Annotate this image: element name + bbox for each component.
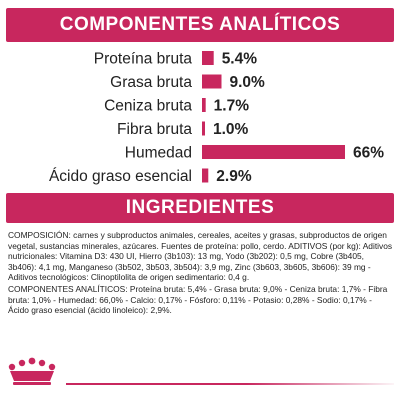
category-label: Humedad bbox=[125, 145, 192, 162]
bar bbox=[202, 74, 222, 89]
ingredients-header-banner: INGREDIENTES bbox=[6, 193, 394, 223]
analysis-bar-chart: Proteína bruta 5.4% Grasa bruta 9.0% Ceniza … bbox=[49, 51, 384, 186]
category-label: Fibra bruta bbox=[117, 121, 192, 138]
bar bbox=[202, 121, 205, 136]
royal-canin-crown-icon bbox=[6, 357, 58, 387]
value-label: 66% bbox=[353, 145, 384, 162]
category-label: Ácido graso esencial bbox=[49, 168, 192, 185]
composition-text: COMPOSICIÓN: carnes y subproductos anima… bbox=[8, 230, 393, 283]
bar bbox=[202, 51, 214, 65]
analytical-components-text: COMPONENTES ANALÍTICOS: Proteína bruta: … bbox=[8, 284, 388, 316]
value-label: 9.0% bbox=[230, 74, 266, 91]
analysis-header-title: COMPONENTES ANALÍTICOS bbox=[59, 14, 341, 35]
footer-divider bbox=[66, 383, 394, 385]
bar bbox=[202, 145, 345, 159]
value-label: 1.7% bbox=[214, 98, 250, 115]
category-label: Proteína bruta bbox=[94, 51, 193, 68]
ingredients-header-title: INGREDIENTES bbox=[125, 197, 275, 218]
bar bbox=[202, 98, 206, 112]
analysis-header-banner: COMPONENTES ANALÍTICOS bbox=[6, 8, 394, 42]
value-label: 2.9% bbox=[216, 168, 252, 185]
value-label: 5.4% bbox=[222, 51, 258, 68]
bar bbox=[202, 168, 209, 183]
analysis-chart: Proteína bruta 5.4% Grasa bruta 9.0% Ceniza … bbox=[0, 44, 400, 190]
value-label: 1.0% bbox=[213, 121, 249, 138]
category-label: Grasa bruta bbox=[110, 74, 192, 91]
category-label: Ceniza bruta bbox=[104, 98, 192, 115]
